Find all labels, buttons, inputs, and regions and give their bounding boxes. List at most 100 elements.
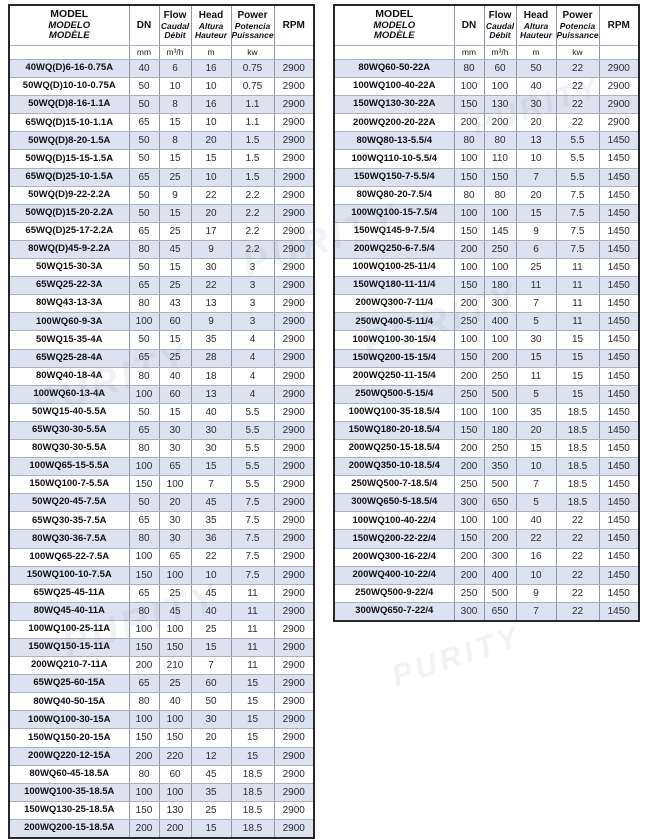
- model-cell: 80WQ80-20-7.5/4: [333, 185, 455, 205]
- flow-cell: 110: [483, 149, 517, 169]
- column-header-model: MODEL MODELO MODÈLE: [8, 4, 130, 46]
- model-cell: 80WQ30-36-7.5A: [8, 529, 130, 549]
- model-cell: 50WQ(D)8-20-1.5A: [8, 131, 130, 151]
- table-row: 80WQ45-40-11A 80 45 40 11 2900: [8, 601, 315, 621]
- power-cell: 3: [230, 258, 275, 278]
- dn-cell: 100: [453, 149, 485, 169]
- flow-cell: 100: [158, 619, 192, 640]
- rpm-cell: 2900: [273, 547, 315, 567]
- table-row: 200WQ210-7-11A 200 210 7 11 2900: [8, 656, 315, 676]
- table-row: 80WQ40-18-4A 80 40 18 4 2900: [8, 366, 315, 386]
- dn-cell: 100: [453, 511, 485, 531]
- head-cell: 45: [190, 583, 232, 603]
- header-power-fr: Puissance: [556, 30, 599, 41]
- table-row: 50WQ(D)8-20-1.5A 50 8 20 1.5 2900: [8, 131, 315, 151]
- flow-cell: 650: [483, 601, 517, 622]
- power-cell: 22: [555, 565, 600, 585]
- head-cell: 20: [515, 185, 557, 205]
- head-cell: 5: [515, 493, 557, 513]
- unit-model: [333, 45, 455, 60]
- dn-cell: 50: [128, 77, 160, 97]
- flow-cell: 130: [158, 800, 192, 820]
- table-row: 100WQ65-22-7.5A 100 65 22 7.5 2900: [8, 547, 315, 567]
- unit-head: m: [190, 45, 232, 60]
- head-cell: 9: [190, 312, 232, 332]
- unit-power: kw: [555, 45, 600, 60]
- power-cell: 18.5: [230, 764, 275, 784]
- model-cell: 65WQ25-28-4A: [8, 348, 130, 368]
- dn-cell: 300: [453, 493, 485, 513]
- head-cell: 10: [515, 565, 557, 585]
- rpm-cell: 2900: [273, 185, 315, 205]
- head-cell: 40: [515, 511, 557, 531]
- model-cell: 100WQ65-15-5.5A: [8, 457, 130, 477]
- power-cell: 11: [555, 258, 600, 278]
- flow-cell: 250: [483, 438, 517, 459]
- header-model-es: MODELO: [48, 19, 91, 31]
- power-cell: 5.5: [230, 420, 275, 440]
- rpm-cell: 2900: [273, 58, 315, 79]
- table-row: 100WQ100-40-22A 100 100 40 22 2900: [333, 77, 640, 97]
- head-cell: 7: [190, 656, 232, 676]
- flow-cell: 25: [158, 583, 192, 603]
- model-cell: 65WQ25-60-15A: [8, 674, 130, 694]
- head-cell: 17: [190, 221, 232, 241]
- power-cell: 7.5: [230, 565, 275, 585]
- model-cell: 300WQ650-7-22/4: [333, 601, 455, 622]
- power-cell: 22: [555, 583, 600, 603]
- head-cell: 13: [515, 131, 557, 151]
- dn-cell: 65: [128, 511, 160, 531]
- table-row: 50WQ(D)10-10-0.75A 50 10 10 0.75 2900: [8, 77, 315, 97]
- table-row: 250WQ500-7-18.5/4 250 500 7 18.5 1450: [333, 475, 640, 495]
- rpm-cell: 1450: [598, 547, 640, 567]
- dn-cell: 80: [128, 239, 160, 260]
- head-cell: 5: [515, 384, 557, 404]
- header-model-fr: MODÈLE: [373, 30, 415, 42]
- rpm-cell: 1450: [598, 457, 640, 477]
- head-cell: 30: [190, 420, 232, 440]
- model-cell: 100WQ110-10-5.5/4: [333, 149, 455, 169]
- model-cell: 80WQ30-30-5.5A: [8, 438, 130, 459]
- dn-cell: 50: [128, 185, 160, 205]
- flow-cell: 8: [158, 95, 192, 115]
- power-cell: 18.5: [555, 438, 600, 459]
- power-cell: 4: [230, 384, 275, 404]
- power-cell: 22: [555, 529, 600, 549]
- table-row: 150WQ100-10-7.5A 150 100 10 7.5 2900: [8, 565, 315, 585]
- power-cell: 22: [555, 95, 600, 115]
- head-cell: 7: [190, 475, 232, 495]
- dn-cell: 80: [128, 438, 160, 459]
- flow-cell: 250: [483, 366, 517, 386]
- flow-cell: 60: [483, 58, 517, 79]
- table-row: 65WQ(D)15-10-1.1A 65 15 10 1.1 2900: [8, 113, 315, 133]
- rpm-cell: 2900: [273, 276, 315, 296]
- column-header-dn: DN: [453, 4, 485, 46]
- unit-power: kw: [230, 45, 275, 60]
- table-row: 80WQ(D)45-9-2.2A 80 45 9 2.2 2900: [8, 239, 315, 260]
- dn-cell: 200: [453, 294, 485, 314]
- power-cell: 15: [555, 348, 600, 368]
- dn-cell: 150: [453, 167, 485, 187]
- model-cell: 100WQ65-22-7.5A: [8, 547, 130, 567]
- model-cell: 50WQ15-40-5.5A: [8, 402, 130, 422]
- table-row: 150WQ200-15-15/4 150 200 15 15 1450: [333, 348, 640, 368]
- rpm-cell: 2900: [273, 475, 315, 495]
- model-cell: 100WQ100-25-11A: [8, 619, 130, 640]
- power-cell: 7.5: [230, 511, 275, 531]
- power-cell: 18.5: [555, 493, 600, 513]
- table-row: 200WQ220-12-15A 200 220 12 15 2900: [8, 746, 315, 766]
- head-cell: 16: [190, 95, 232, 115]
- flow-cell: 100: [483, 258, 517, 278]
- unit-rpm: [598, 45, 640, 60]
- head-cell: 7: [515, 294, 557, 314]
- model-cell: 150WQ150-7-5.5/4: [333, 167, 455, 187]
- header-flow-en: Flow: [163, 10, 187, 22]
- head-cell: 22: [190, 185, 232, 205]
- power-cell: 11: [555, 294, 600, 314]
- head-cell: 10: [515, 149, 557, 169]
- rpm-cell: 1450: [598, 312, 640, 332]
- power-cell: 11: [555, 312, 600, 332]
- rpm-cell: 2900: [273, 764, 315, 784]
- head-cell: 15: [515, 348, 557, 368]
- flow-cell: 15: [158, 203, 192, 223]
